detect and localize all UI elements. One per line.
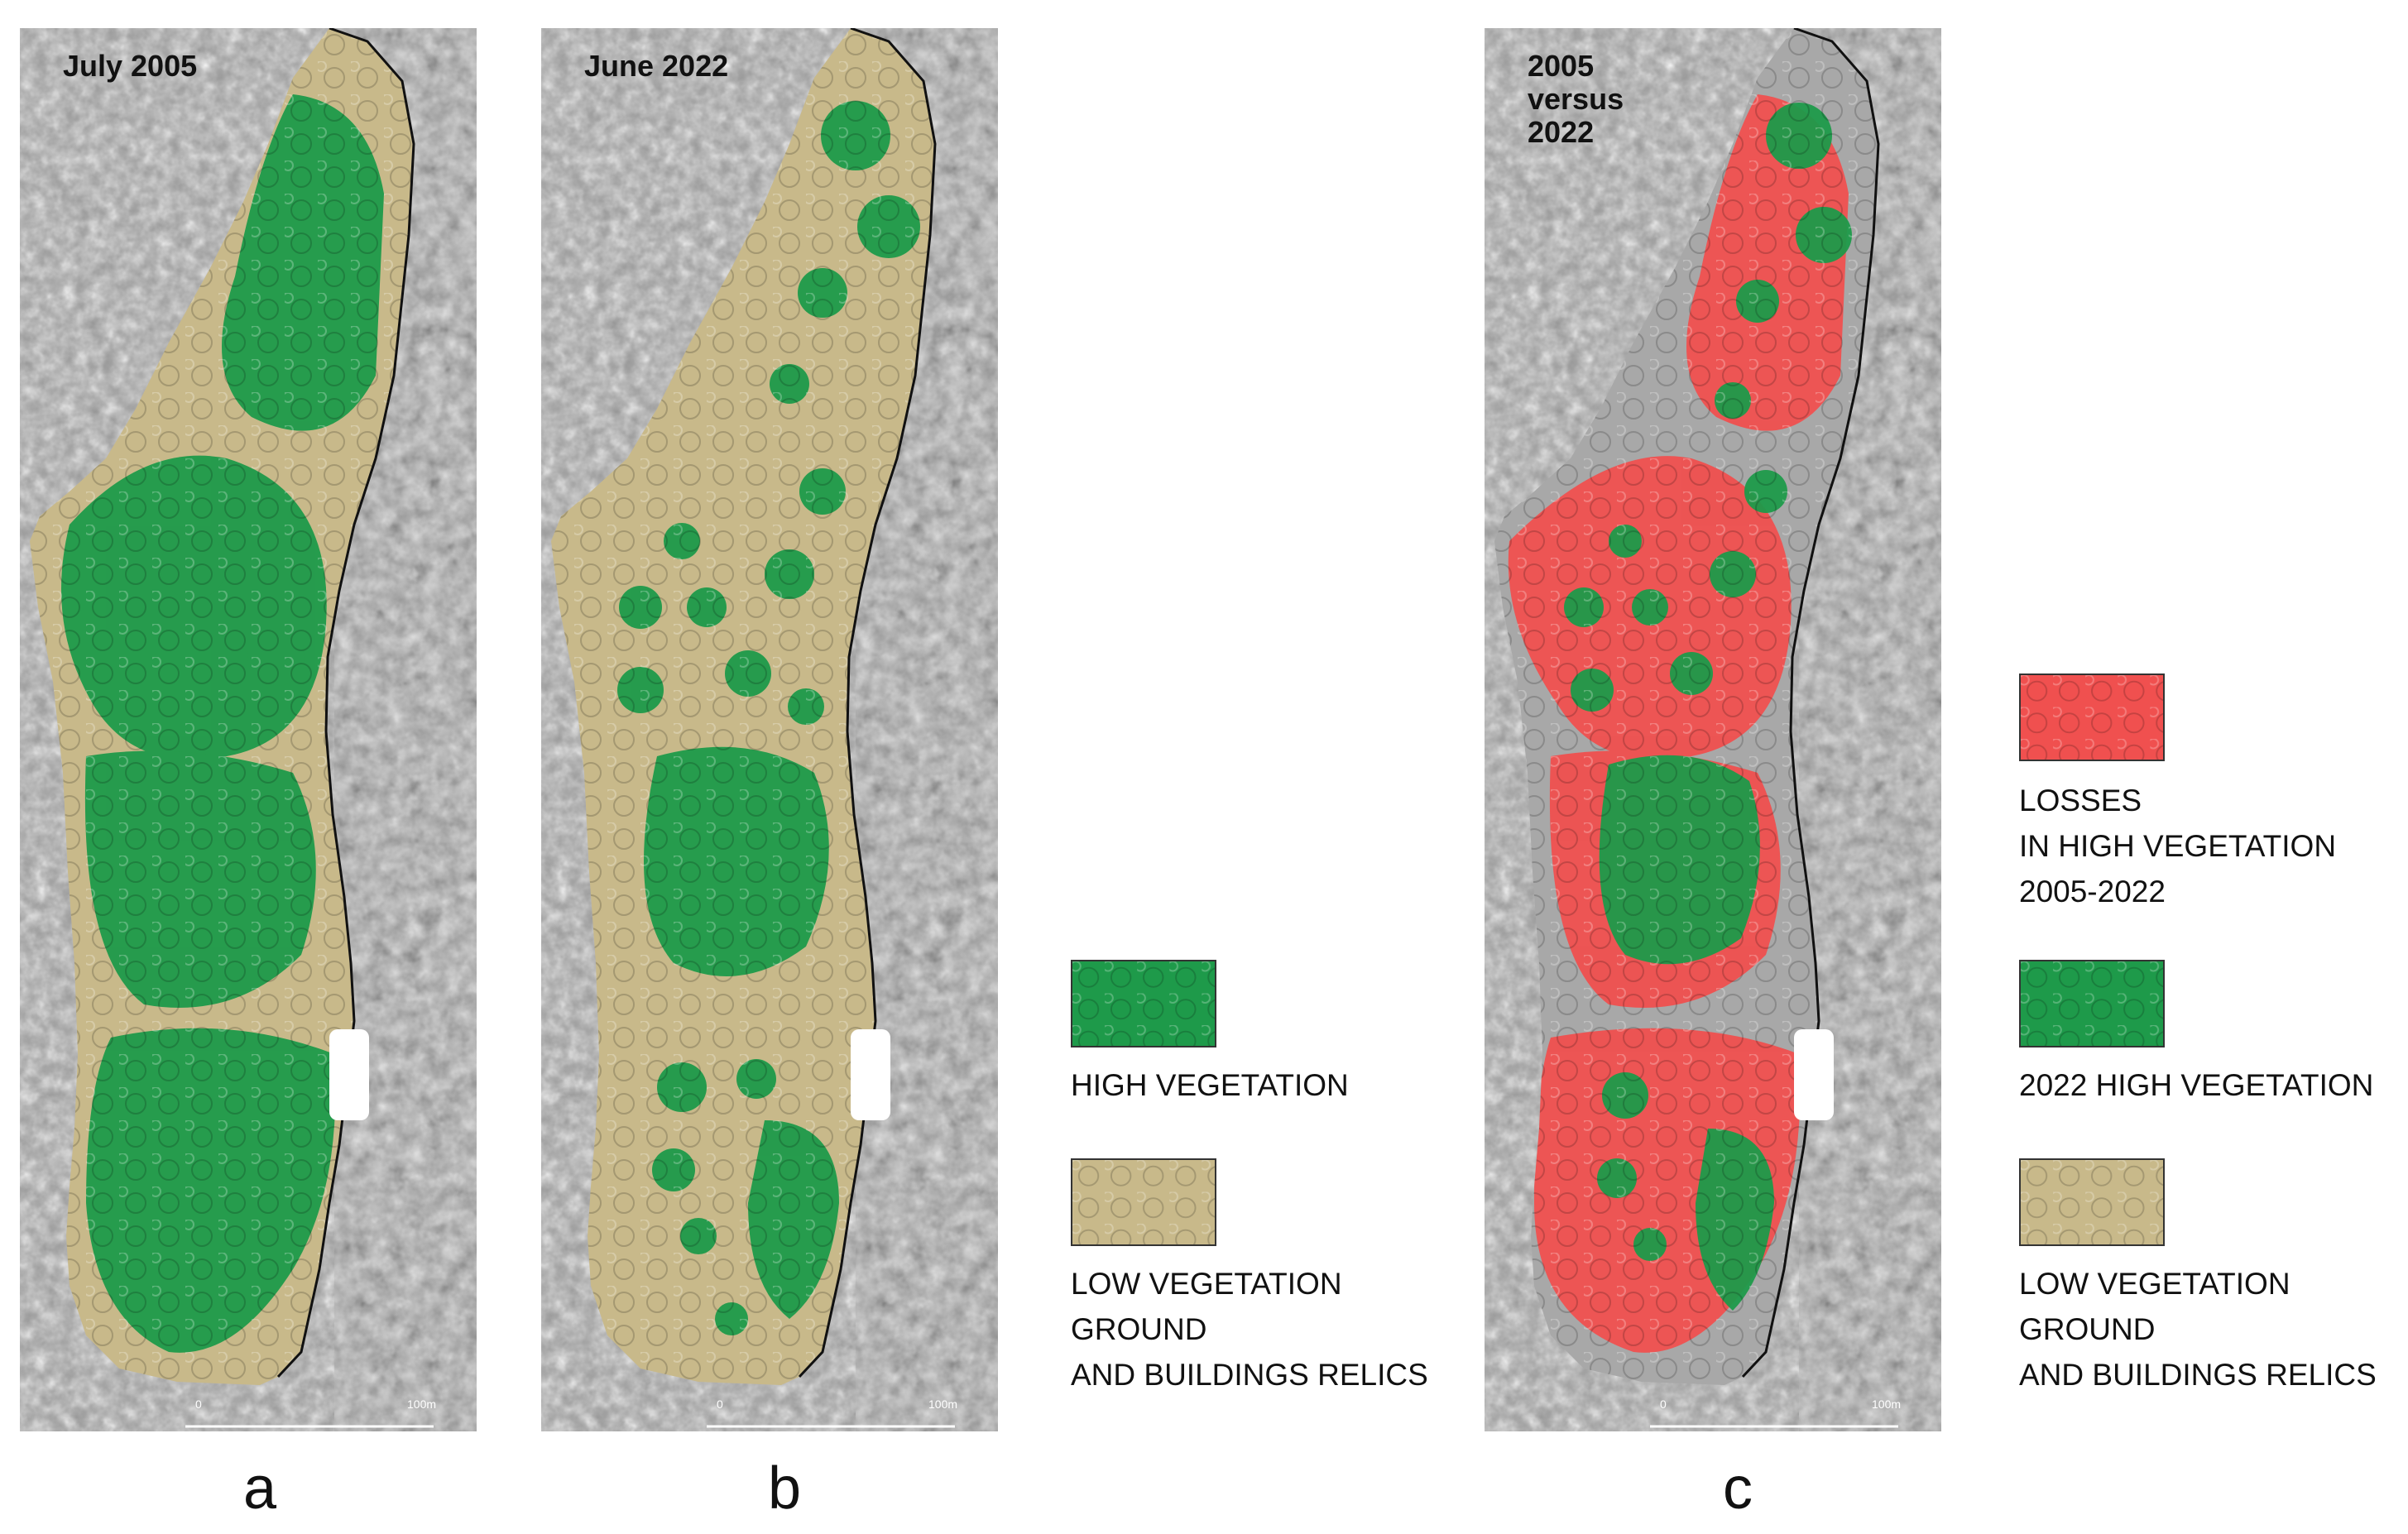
site-boundary	[798, 28, 937, 1378]
site-boundary	[1741, 28, 1880, 1378]
legend-swatch-low-vegetation-c	[2019, 1158, 2165, 1246]
white-gap	[851, 1029, 890, 1120]
panel-letter-b: b	[767, 1455, 802, 1522]
panel-letter-c: c	[1723, 1455, 1753, 1522]
white-gap	[1794, 1029, 1834, 1120]
scale-start-label: 0	[1660, 1397, 1667, 1411]
legend-label-low-vegetation-c: LOW VEGETATION GROUND AND BUILDINGS RELI…	[2019, 1267, 2377, 1392]
map-c-canvas: 0 100m	[1485, 28, 1941, 1431]
map-b-canvas: 0 100m	[541, 28, 998, 1431]
legend-label-low-vegetation: LOW VEGETATION GROUND AND BUILDINGS RELI…	[1071, 1267, 1428, 1392]
legend-label-high-vegetation: HIGH VEGETATION	[1071, 1068, 1349, 1102]
scale-end-label: 100m	[1872, 1397, 1901, 1411]
scale-end-label: 100m	[407, 1397, 436, 1411]
panel-title: July 2005	[63, 49, 198, 83]
map-panel-c: 0 100m 2005 versus 2022	[1485, 28, 1941, 1431]
panel-title: 2005 versus 2022	[1528, 49, 1624, 149]
map-panel-b: 0 100m June 2022	[541, 28, 998, 1431]
legend-swatch-high-vegetation	[1071, 960, 1216, 1047]
map-panel-a: 0 100m July 2005	[20, 28, 477, 1431]
legend-swatch-low-vegetation	[1071, 1158, 1216, 1246]
white-gap	[329, 1029, 369, 1120]
scale-start-label: 0	[195, 1397, 202, 1411]
legend-swatch-losses	[2019, 674, 2165, 761]
site-boundary	[276, 28, 415, 1378]
panel-letter-a: a	[242, 1455, 277, 1522]
scale-start-label: 0	[717, 1397, 723, 1411]
map-a-canvas: 0 100m	[20, 28, 477, 1431]
legend-label-losses: LOSSES IN HIGH VEGETATION 2005-2022	[2019, 784, 2337, 908]
panel-title: June 2022	[584, 49, 729, 83]
legend-label-2022-high-vegetation: 2022 HIGH VEGETATION	[2019, 1068, 2374, 1102]
scale-end-label: 100m	[928, 1397, 957, 1411]
legend-swatch-2022-high-vegetation	[2019, 960, 2165, 1047]
